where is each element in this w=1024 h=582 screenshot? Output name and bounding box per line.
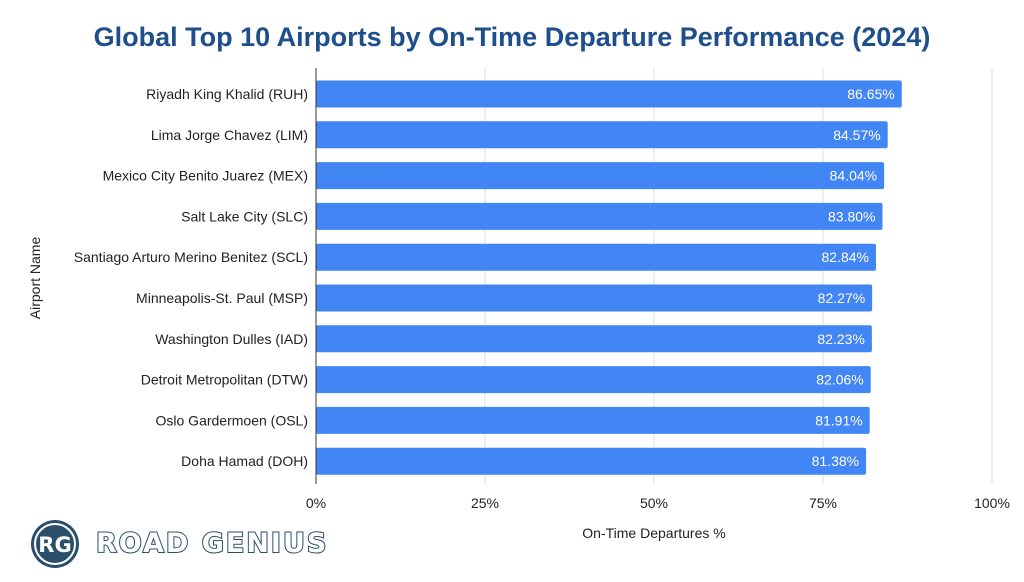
category-label: Riyadh King Khalid (RUH) (146, 86, 308, 102)
bar-value-label: 82.27% (818, 290, 865, 306)
bar (316, 162, 885, 190)
bar (316, 325, 872, 353)
category-label: Oslo Gardermoen (OSL) (156, 412, 309, 428)
bar (316, 366, 871, 394)
x-axis-title: On-Time Departures % (582, 525, 725, 541)
brand-name: ROAD GENIUS (95, 527, 329, 560)
bar (316, 202, 883, 230)
bar (316, 406, 870, 434)
bar-value-label: 82.23% (817, 331, 864, 347)
x-tick-label: 75% (809, 495, 837, 511)
category-label: Lima Jorge Chavez (LIM) (151, 127, 308, 143)
bar-value-label: 83.80% (828, 208, 875, 224)
y-axis-title: Airport Name (27, 237, 43, 320)
bar-value-label: 81.38% (812, 453, 859, 469)
logo-initials: RG (38, 533, 71, 557)
chart-title: Global Top 10 Airports by On-Time Depart… (93, 22, 931, 52)
bar-value-label: 86.65% (847, 86, 894, 102)
bar (316, 284, 873, 312)
x-tick-label: 0% (306, 495, 326, 511)
x-tick-label: 25% (471, 495, 499, 511)
category-label: Detroit Metropolitan (DTW) (141, 372, 308, 388)
category-label: Minneapolis-St. Paul (MSP) (136, 290, 308, 306)
bars: 86.65% 84.57% 84.04% 83.80% 82.84% 82.27% 82.2… (316, 80, 902, 475)
category-labels: Riyadh King Khalid (RUH) Lima Jorge Chave… (74, 86, 308, 469)
x-tick-label: 100% (974, 495, 1010, 511)
x-tick-label: 50% (640, 495, 668, 511)
bar-value-label: 81.91% (815, 412, 862, 428)
category-label: Salt Lake City (SLC) (181, 208, 308, 224)
bar-value-label: 84.57% (833, 127, 880, 143)
bar (316, 121, 888, 149)
category-label: Mexico City Benito Juarez (MEX) (103, 168, 308, 184)
bar-value-label: 82.84% (822, 249, 869, 265)
x-tick-labels: 0% 25% 50% 75% 100% (306, 495, 1010, 511)
bar (316, 447, 867, 475)
bar (316, 243, 876, 271)
category-label: Santiago Arturo Merino Benitez (SCL) (74, 249, 308, 265)
category-label: Washington Dulles (IAD) (155, 331, 308, 347)
bar-value-label: 82.06% (816, 372, 863, 388)
bar-value-label: 84.04% (830, 168, 877, 184)
category-label: Doha Hamad (DOH) (181, 453, 308, 469)
road-genius-logo-icon: RG (31, 520, 79, 568)
bar (316, 80, 902, 108)
